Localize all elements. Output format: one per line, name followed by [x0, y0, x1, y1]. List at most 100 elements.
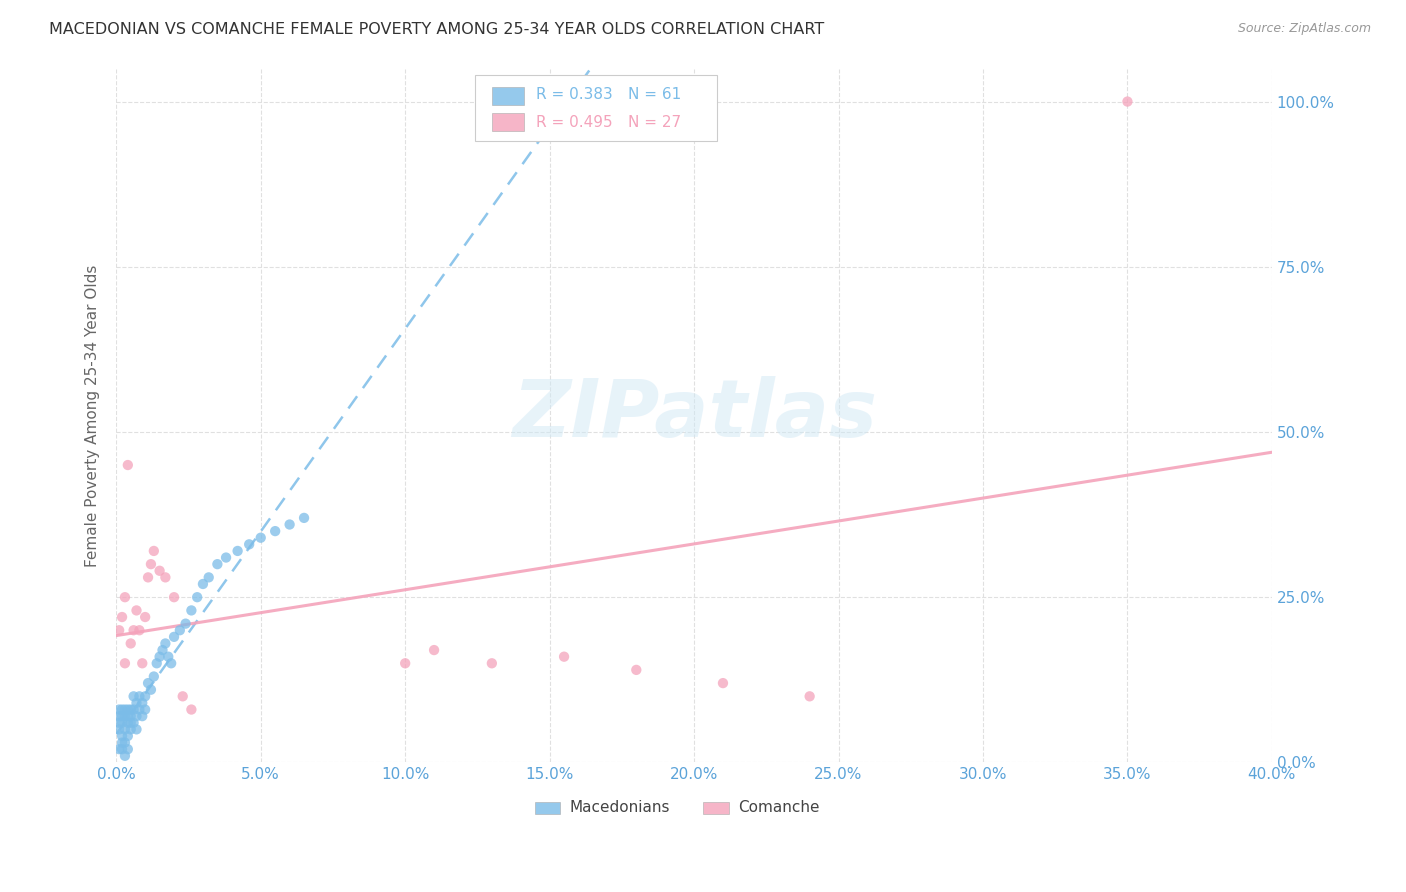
Point — [142, 544, 165, 558]
Point — [111, 709, 134, 723]
FancyBboxPatch shape — [703, 802, 728, 814]
Point — [131, 657, 153, 671]
Point — [111, 610, 134, 624]
Point — [111, 715, 134, 730]
Point — [149, 564, 172, 578]
Point — [114, 735, 136, 749]
Point — [134, 690, 156, 704]
Point — [278, 517, 301, 532]
Text: N = 27: N = 27 — [628, 115, 682, 130]
Point — [131, 709, 153, 723]
Text: Source: ZipAtlas.com: Source: ZipAtlas.com — [1237, 22, 1371, 36]
Point — [125, 696, 148, 710]
Point — [128, 624, 150, 638]
Y-axis label: Female Poverty Among 25-34 Year Olds: Female Poverty Among 25-34 Year Olds — [86, 264, 100, 566]
Point — [120, 636, 142, 650]
Text: R = 0.383: R = 0.383 — [536, 87, 613, 103]
FancyBboxPatch shape — [492, 87, 524, 104]
Point — [292, 511, 315, 525]
FancyBboxPatch shape — [492, 113, 524, 131]
Point — [111, 702, 134, 716]
Point — [120, 715, 142, 730]
Point — [134, 702, 156, 716]
Point — [799, 690, 821, 704]
Point — [114, 723, 136, 737]
Point — [114, 657, 136, 671]
Point — [163, 591, 186, 605]
Point — [108, 742, 131, 756]
Point — [145, 657, 167, 671]
Point — [128, 690, 150, 704]
Point — [117, 715, 139, 730]
Point — [174, 616, 197, 631]
Point — [180, 603, 202, 617]
Point — [142, 669, 165, 683]
Point — [139, 557, 162, 571]
Point — [180, 702, 202, 716]
Point — [114, 702, 136, 716]
Point — [186, 591, 208, 605]
Point — [226, 544, 249, 558]
Point — [139, 682, 162, 697]
Point — [122, 624, 145, 638]
Point — [155, 570, 177, 584]
Point — [122, 690, 145, 704]
Point — [117, 709, 139, 723]
FancyBboxPatch shape — [534, 802, 560, 814]
Point — [711, 676, 734, 690]
Point — [125, 603, 148, 617]
Point — [152, 643, 174, 657]
Point — [117, 458, 139, 472]
Point — [191, 577, 214, 591]
Text: Comanche: Comanche — [738, 800, 820, 815]
Point — [120, 709, 142, 723]
Point — [157, 649, 180, 664]
Point — [108, 702, 131, 716]
Point — [114, 748, 136, 763]
Point — [108, 709, 131, 723]
Point — [125, 723, 148, 737]
Point — [163, 630, 186, 644]
Point — [111, 742, 134, 756]
Point — [197, 570, 219, 584]
Point — [207, 557, 229, 571]
Point — [120, 723, 142, 737]
Point — [626, 663, 648, 677]
Point — [111, 729, 134, 743]
Point — [117, 729, 139, 743]
Point — [249, 531, 271, 545]
Point — [117, 742, 139, 756]
Point — [1116, 95, 1139, 109]
Point — [111, 735, 134, 749]
Text: N = 61: N = 61 — [628, 87, 682, 103]
Point — [108, 723, 131, 737]
Point — [131, 696, 153, 710]
Point — [423, 643, 446, 657]
Point — [172, 690, 194, 704]
Point — [149, 649, 172, 664]
Point — [553, 649, 575, 664]
Point — [155, 636, 177, 650]
Point — [238, 537, 260, 551]
FancyBboxPatch shape — [474, 76, 717, 141]
Point — [108, 715, 131, 730]
Point — [122, 702, 145, 716]
Point — [108, 624, 131, 638]
Point — [264, 524, 287, 538]
Text: ZIPatlas: ZIPatlas — [512, 376, 876, 454]
Point — [215, 550, 238, 565]
Point — [169, 624, 191, 638]
Point — [134, 610, 156, 624]
Text: MACEDONIAN VS COMANCHE FEMALE POVERTY AMONG 25-34 YEAR OLDS CORRELATION CHART: MACEDONIAN VS COMANCHE FEMALE POVERTY AM… — [49, 22, 824, 37]
Point — [160, 657, 183, 671]
Point — [136, 570, 159, 584]
Point — [120, 702, 142, 716]
Point — [125, 709, 148, 723]
Point — [114, 591, 136, 605]
Point — [114, 709, 136, 723]
Point — [128, 702, 150, 716]
Point — [481, 657, 503, 671]
Point — [394, 657, 416, 671]
Point — [122, 715, 145, 730]
Point — [117, 702, 139, 716]
